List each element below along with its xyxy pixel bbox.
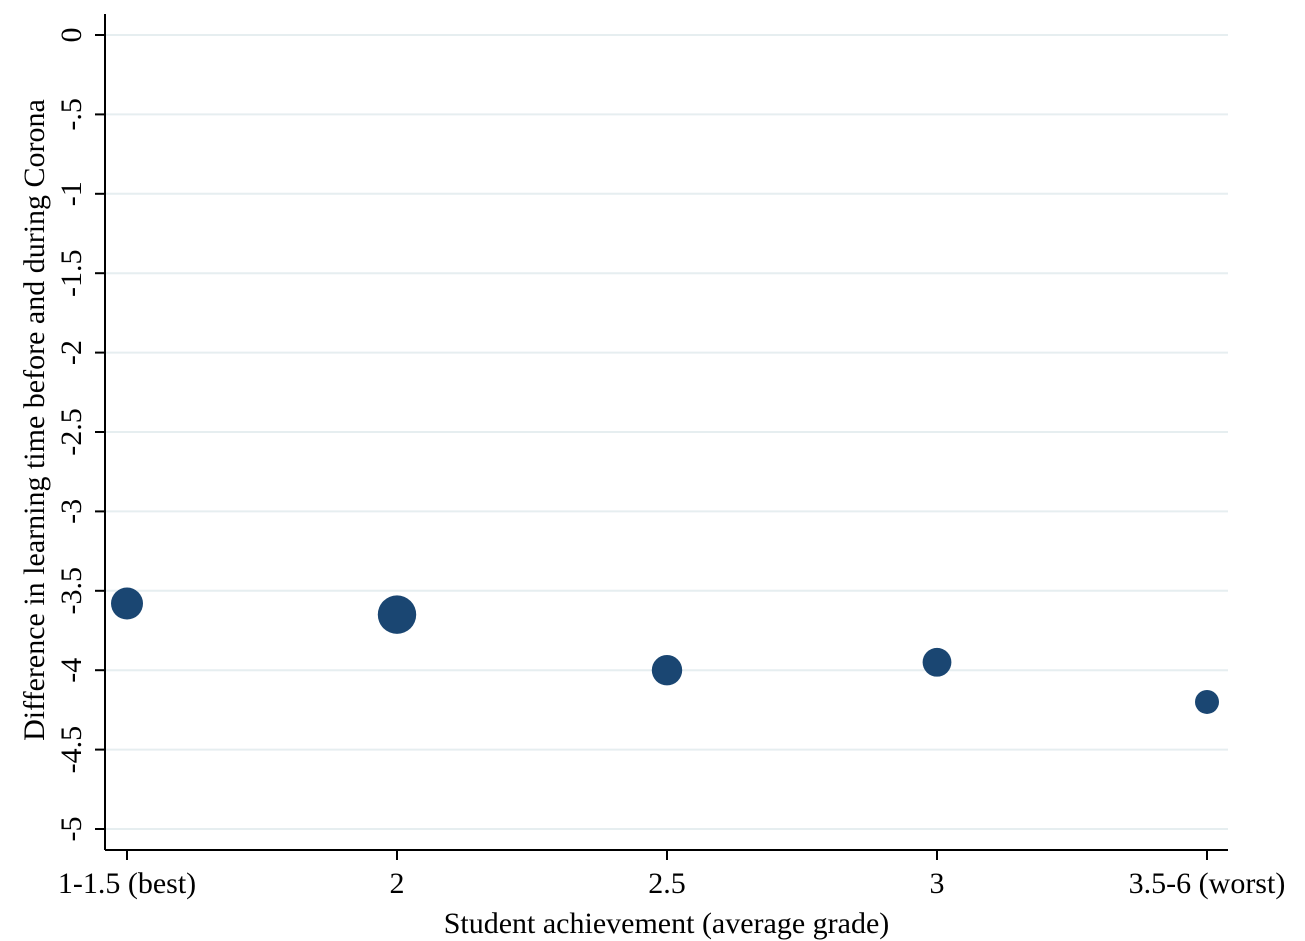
x-tick-label: 2.5 — [648, 867, 686, 900]
x-axis-title: Student achievement (average grade) — [444, 907, 890, 940]
y-tick-label: 0 — [55, 28, 88, 43]
data-point — [377, 595, 417, 634]
x-tick-label: 1-1.5 (best) — [58, 867, 196, 900]
data-point — [922, 647, 952, 677]
x-axis-ticks: 1-1.5 (best) 2 2.5 3 3.5-6 (worst) — [58, 850, 1285, 900]
y-tick-label: -1.5 — [55, 249, 88, 297]
y-tick-label: -1 — [55, 181, 88, 206]
y-tick-label: -.5 — [55, 98, 88, 130]
y-tick-label: -3.5 — [55, 567, 88, 615]
y-tick-label: -2.5 — [55, 408, 88, 456]
x-tick-label: 3 — [930, 867, 945, 900]
x-tick-label: 3.5-6 (worst) — [1129, 867, 1286, 900]
y-tick-label: -4 — [55, 658, 88, 683]
y-axis-ticks: 0 -.5 -1 -1.5 -2 -2.5 -3 -3.5 -4 -4.5 -5 — [55, 28, 105, 842]
data-point — [651, 655, 683, 686]
gridlines — [105, 34, 1228, 830]
y-tick-label: -5 — [55, 817, 88, 842]
data-points — [111, 587, 1219, 714]
y-tick-label: -2 — [55, 340, 88, 365]
y-tick-label: -3 — [55, 499, 88, 524]
data-point — [111, 587, 143, 620]
x-tick-label: 2 — [390, 867, 405, 900]
y-tick-label: -4.5 — [55, 726, 88, 774]
data-point — [1195, 689, 1219, 714]
y-axis-title: Difference in learning time before and d… — [18, 99, 51, 741]
